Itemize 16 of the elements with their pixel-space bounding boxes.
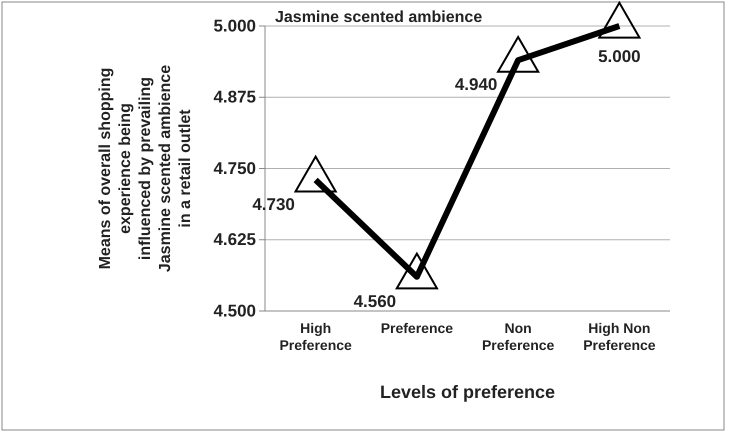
- x-tick-label: Preference: [380, 320, 454, 336]
- x-tick-label: High Preference: [279, 320, 352, 353]
- chart-title: Jasmine scented ambience: [275, 9, 482, 26]
- x-tick-label: Non Preference: [482, 320, 555, 353]
- y-tick-label: 4.625: [213, 230, 256, 250]
- y-tick-label: 4.500: [213, 301, 256, 320]
- y-axis-title: Means of overall shopping experience being influenced by prevailing Jasmine scented ambience in a retail outlet: [97, 64, 194, 272]
- data-label: 4.940: [454, 75, 498, 94]
- data-label: 5.000: [598, 47, 641, 66]
- x-axis-title: Levels of preference: [380, 382, 556, 402]
- y-tick-label: 4.875: [213, 88, 256, 107]
- data-label: 4.560: [354, 292, 396, 311]
- y-tick-label: 4.750: [213, 158, 256, 178]
- x-tick-label: High Non Preference: [583, 320, 656, 353]
- y-tick-label: 5.000: [213, 16, 256, 36]
- data-label: 4.730: [252, 194, 295, 214]
